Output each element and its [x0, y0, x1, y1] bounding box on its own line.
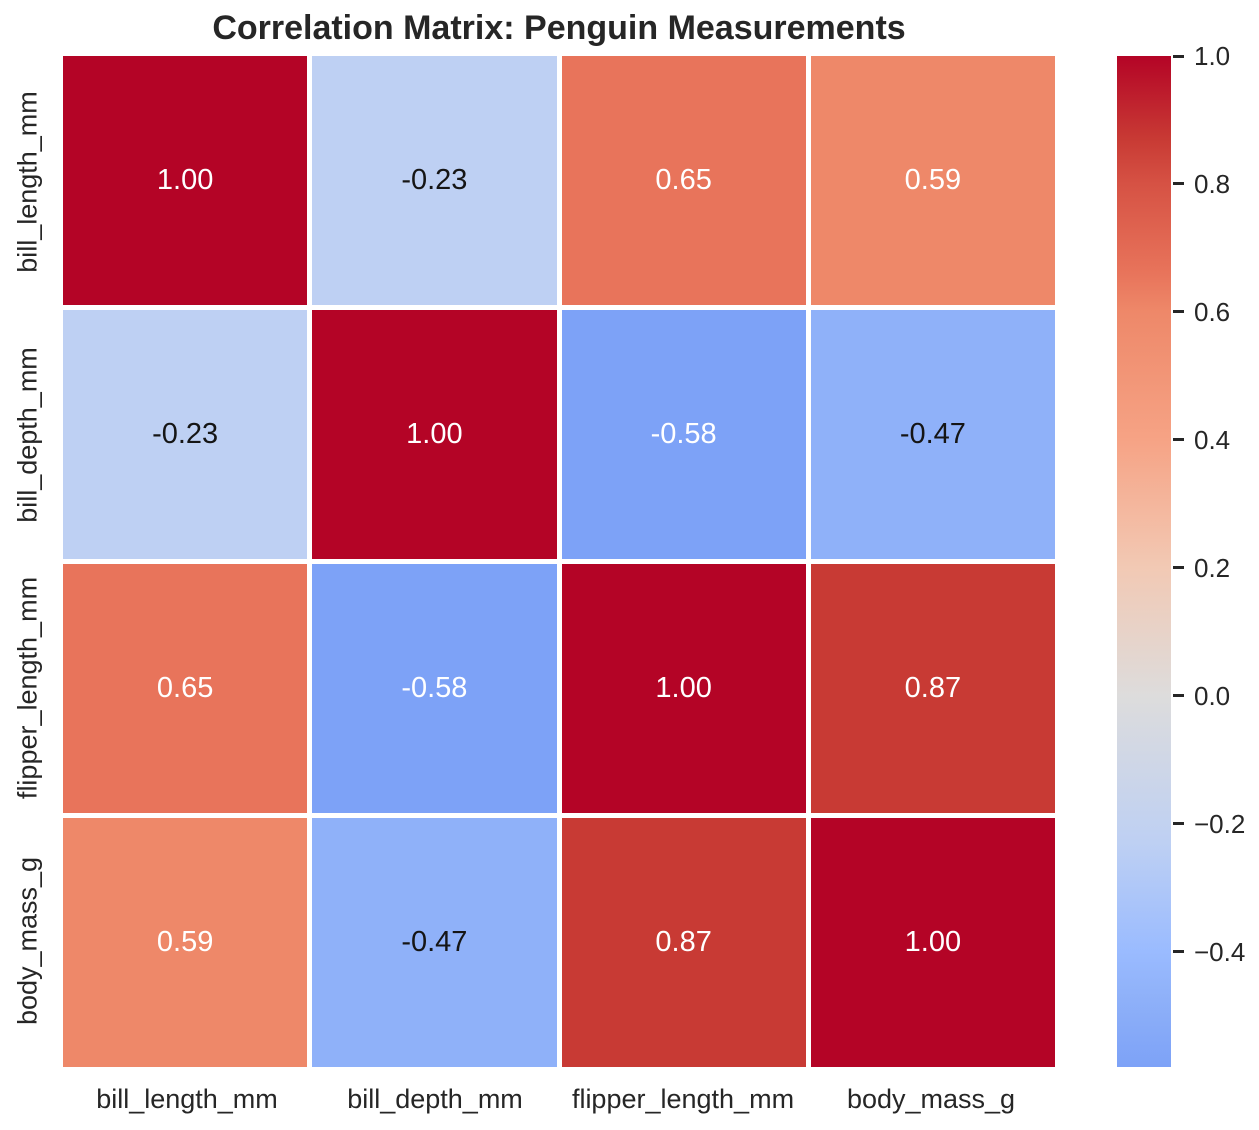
cell-value-label: -0.58 — [401, 672, 468, 704]
heatmap-cell-bill_depth_mm-flipper_length_mm: -0.58 — [561, 310, 806, 559]
colorbar-gradient — [1117, 56, 1171, 1067]
colorbar-tick-label: 0.0 — [1194, 680, 1231, 711]
cell-value-label: -0.47 — [899, 418, 966, 450]
y-tick-label-flipper_length_mm: flipper_length_mm — [12, 576, 43, 799]
heatmap-cell-bill_depth_mm-bill_length_mm: -0.23 — [63, 310, 308, 559]
cell-value-label: 0.59 — [904, 164, 962, 196]
cell-value-label: -0.47 — [401, 926, 468, 958]
y-tick-label-bill_depth_mm: bill_depth_mm — [12, 347, 43, 523]
x-tick-label-bill_depth_mm: bill_depth_mm — [347, 1084, 523, 1114]
cell-value-label: 1.00 — [156, 164, 214, 196]
heatmap-cell-flipper_length_mm-body_mass_g: 0.87 — [810, 564, 1055, 813]
x-tick-label-flipper_length_mm: flipper_length_mm — [571, 1084, 795, 1114]
x-tick-label-bill_length_mm: bill_length_mm — [96, 1084, 278, 1114]
heatmap-cell-bill_length_mm-body_mass_g: 0.59 — [810, 56, 1055, 305]
colorbar-tick-label: 0.6 — [1194, 296, 1231, 327]
colorbar-tick-label: −0.2 — [1194, 808, 1246, 839]
colorbar-tick-label: −0.4 — [1194, 936, 1246, 967]
cell-value-label: 1.00 — [904, 926, 962, 958]
colorbar-tick-mark — [1173, 822, 1184, 826]
heatmap-cell-body_mass_g-bill_depth_mm: -0.47 — [312, 818, 557, 1067]
heatmap-cell-flipper_length_mm-flipper_length_mm: 1.00 — [561, 564, 806, 813]
y-tick-label-bill_length_mm: bill_length_mm — [12, 91, 43, 274]
cell-value-label: 0.65 — [156, 672, 214, 704]
heatmap-cell-bill_depth_mm-body_mass_g: -0.47 — [810, 310, 1055, 559]
heatmap-grid: 1.00 -0.23 0.65 0.59 -0.23 1.00 -0.58 -0.47 0.65… — [63, 56, 1055, 1067]
cell-value-label: 0.87 — [904, 672, 962, 704]
colorbar-tick-mark — [1173, 950, 1184, 954]
heatmap-cell-bill_length_mm-bill_length_mm: 1.00 — [63, 56, 308, 305]
cell-value-label: -0.58 — [650, 418, 717, 450]
colorbar-tick-mark — [1173, 54, 1184, 58]
colorbar-tick-mark — [1173, 566, 1184, 570]
y-tick-label-body_mass_g: body_mass_g — [12, 856, 43, 1025]
cell-value-label: 0.87 — [655, 926, 712, 958]
cell-value-label: 1.00 — [406, 418, 463, 450]
cell-value-label: -0.23 — [401, 164, 468, 196]
heatmap-cell-flipper_length_mm-bill_length_mm: 0.65 — [63, 564, 308, 813]
colorbar-tick-label: 0.4 — [1194, 424, 1231, 455]
colorbar-tick-mark — [1173, 438, 1184, 442]
cell-value-label: 0.59 — [156, 926, 214, 958]
colorbar-tick-label: 1.0 — [1194, 41, 1231, 71]
colorbar-tick-label: 0.8 — [1194, 168, 1231, 199]
cell-value-label: 0.65 — [655, 164, 712, 196]
x-tick-label-body_mass_g: body_mass_g — [846, 1084, 1016, 1114]
heatmap-cell-flipper_length_mm-bill_depth_mm: -0.58 — [312, 564, 557, 813]
cell-value-label: -0.23 — [152, 418, 219, 450]
colorbar-tick-mark — [1173, 694, 1184, 698]
heatmap-cell-bill_depth_mm-bill_depth_mm: 1.00 — [312, 310, 557, 559]
chart-title: Correlation Matrix: Penguin Measurements — [212, 9, 906, 47]
colorbar-tick-mark — [1173, 182, 1184, 186]
heatmap-cell-bill_length_mm-flipper_length_mm: 0.65 — [561, 56, 806, 305]
colorbar-tick-mark — [1173, 310, 1184, 314]
heatmap-cell-body_mass_g-body_mass_g: 1.00 — [810, 818, 1055, 1067]
colorbar-tick-label: 0.2 — [1194, 552, 1231, 583]
heatmap-cell-bill_length_mm-bill_depth_mm: -0.23 — [312, 56, 557, 305]
cell-value-label: 1.00 — [655, 672, 712, 704]
heatmap-cell-body_mass_g-bill_length_mm: 0.59 — [63, 818, 308, 1067]
heatmap-cell-body_mass_g-flipper_length_mm: 0.87 — [561, 818, 806, 1067]
